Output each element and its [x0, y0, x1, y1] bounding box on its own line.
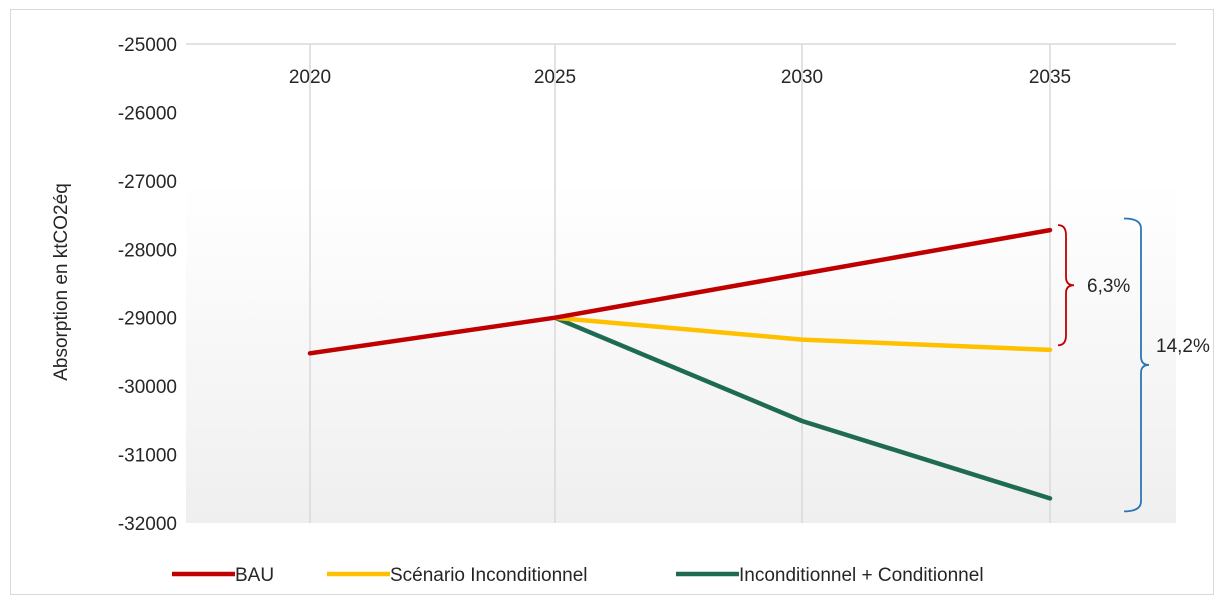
y-tick-label: -27000 [118, 172, 177, 193]
y-tick-label: -30000 [118, 377, 177, 398]
legend-label-3: Inconditionnel + Conditionnel [739, 565, 984, 586]
y-tick-label: -28000 [118, 240, 177, 261]
y-tick-label: -31000 [118, 446, 177, 467]
annotation-label-14-2: 14,2% [1156, 336, 1210, 357]
y-tick-label: -29000 [118, 309, 177, 330]
x-tick-labels: 2020 2025 2030 2035 [289, 67, 1071, 88]
annotation-label-6-3: 6,3% [1087, 276, 1130, 297]
legend: BAU Scénario Inconditionnel Inconditionnel… [172, 565, 984, 586]
y-tick-labels: -25000 -26000 -27000 -28000 -29000 -30000 -310… [118, 35, 177, 535]
bracket-bau-vs-inconditionnel [1057, 224, 1075, 347]
y-tick-label: -26000 [118, 103, 177, 124]
legend-label-2: Scénario Inconditionnel [390, 565, 588, 586]
x-tick-label-2020: 2020 [289, 67, 331, 88]
bracket-bau-vs-conditionnel [1123, 217, 1150, 513]
y-axis-title: Absorption en ktCO2éq [51, 183, 72, 381]
x-tick-label-2025: 2025 [534, 67, 576, 88]
legend-label-1: BAU [235, 565, 274, 586]
series-line-bau [307, 227, 1053, 356]
y-tick-label: -32000 [118, 514, 177, 535]
x-tick-label-2035: 2035 [1029, 67, 1071, 88]
bracket-annotations: 6,3% 14,2% [1057, 217, 1210, 513]
x-tick-label-2030: 2030 [781, 67, 823, 88]
vertical-gridlines [309, 44, 1051, 523]
y-tick-label: -25000 [118, 35, 177, 56]
series-lines [307, 227, 1053, 501]
